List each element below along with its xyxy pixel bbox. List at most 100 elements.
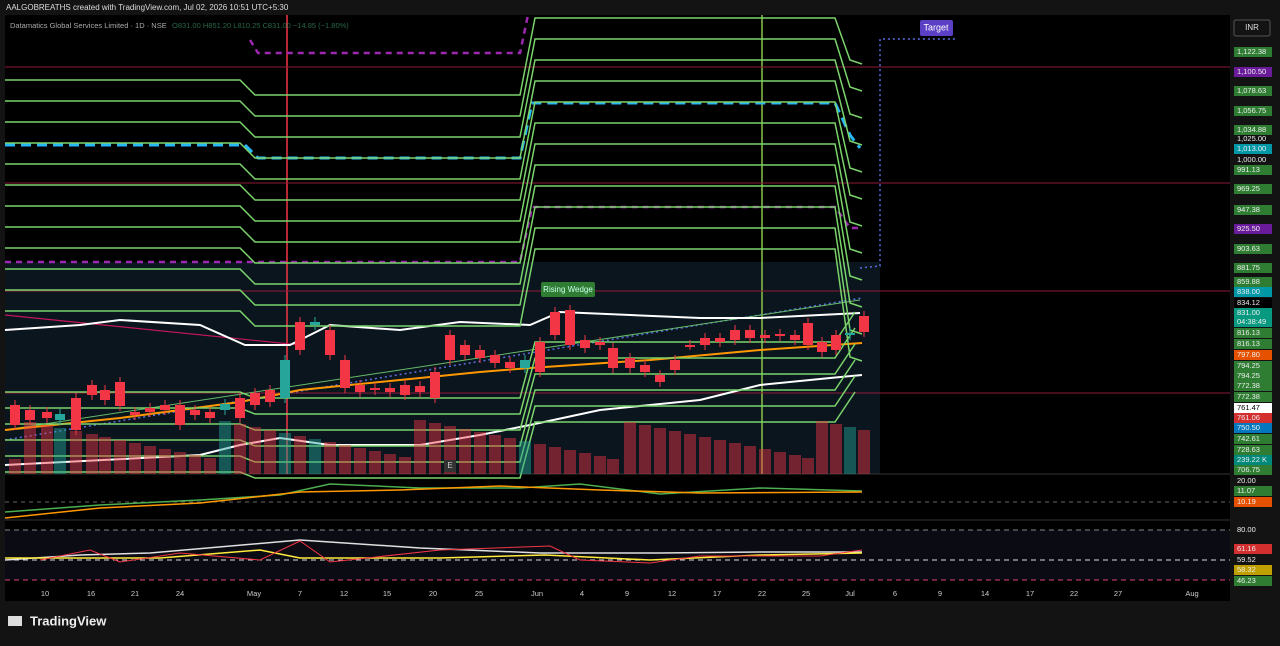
volume-bar	[729, 443, 741, 474]
volume-bar	[279, 433, 291, 474]
volume-bar	[830, 424, 842, 474]
date-label: Jul	[845, 589, 855, 598]
date-label: 17	[1026, 589, 1034, 598]
price-label: 239.22 K	[1237, 455, 1267, 464]
candle-body	[130, 412, 140, 415]
price-label: 838.00	[1237, 287, 1260, 296]
candle-body	[385, 388, 395, 392]
volume-bar	[324, 442, 336, 474]
price-tag	[1234, 317, 1272, 327]
volume-bar	[714, 440, 726, 474]
price-label: 947.38	[1237, 205, 1260, 214]
volume-bar	[534, 444, 546, 474]
candle-body	[580, 340, 590, 348]
price-label: 750.50	[1237, 423, 1260, 432]
earnings-badge	[444, 460, 456, 472]
volume-bar	[459, 429, 471, 474]
volume-bar	[789, 455, 801, 474]
candle-body	[475, 350, 485, 358]
price-tag	[1234, 165, 1272, 175]
date-label: 10	[41, 589, 49, 598]
candle-body	[280, 360, 290, 398]
price-tag	[1234, 381, 1272, 391]
price-label: 11.07	[1237, 486, 1255, 495]
price-tag	[1234, 339, 1272, 349]
price-tag	[1234, 125, 1272, 135]
price-tag	[1234, 361, 1272, 371]
price-tag	[1234, 224, 1272, 234]
date-label: 21	[131, 589, 139, 598]
price-label: 1,078.63	[1237, 86, 1266, 95]
price-tag	[1234, 413, 1272, 423]
candle-body	[490, 355, 500, 363]
step-level	[5, 122, 863, 201]
volume-bar	[144, 446, 156, 474]
price-label: 772.38	[1237, 381, 1260, 390]
volume-bar	[204, 458, 216, 474]
volume-bar	[86, 434, 98, 474]
candle-body	[250, 393, 260, 405]
volume-bar	[607, 459, 619, 474]
price-tag	[1234, 86, 1272, 96]
date-label: 22	[1070, 589, 1078, 598]
candle-body	[845, 333, 855, 335]
date-label: 24	[176, 589, 184, 598]
candle-body	[175, 405, 185, 425]
candle-body	[565, 310, 575, 345]
volume-bar	[744, 446, 756, 474]
price-label: 772.38	[1237, 392, 1260, 401]
volume-bar	[249, 427, 261, 474]
price-tag	[1234, 465, 1272, 475]
volume-bar	[399, 457, 411, 474]
volume-bar	[9, 459, 21, 474]
step-level	[5, 343, 856, 431]
price-label: 925.50	[1237, 224, 1260, 233]
bollinger-lower	[4, 374, 863, 466]
step-level	[5, 227, 863, 335]
price-label: 797.80	[1237, 350, 1260, 359]
logo-icon	[8, 616, 22, 626]
volume-bar	[759, 449, 771, 474]
price-label: 991.13	[1237, 165, 1260, 174]
step-level	[5, 38, 863, 117]
volume-bar	[816, 421, 828, 474]
currency-box[interactable]	[1233, 19, 1271, 37]
price-tag	[1234, 544, 1272, 554]
candle-body	[505, 362, 515, 368]
date-label: 15	[383, 589, 391, 598]
candle-body	[760, 335, 770, 338]
price-tag	[1234, 350, 1272, 360]
volume-bar	[159, 449, 171, 474]
candle-body	[220, 404, 230, 410]
price-label: 04:38:49	[1237, 317, 1266, 326]
date-label: 9	[625, 589, 629, 598]
candle-body	[160, 405, 170, 410]
step-level	[5, 391, 856, 479]
candle-body	[803, 323, 813, 345]
candle-body	[445, 335, 455, 360]
candle-body	[25, 410, 35, 420]
date-label: 6	[893, 589, 897, 598]
candle-body	[325, 330, 335, 355]
volume-bar	[189, 455, 201, 474]
currency[interactable]: INR	[1245, 23, 1259, 32]
price-label: 61.16	[1237, 544, 1256, 553]
candle-body	[265, 390, 275, 402]
candle-body	[608, 348, 618, 368]
volume-bar	[844, 427, 856, 474]
symbol: Datamatics Global Services Limited · 1D …	[10, 21, 167, 30]
trend-line	[4, 314, 301, 346]
zone	[5, 262, 880, 474]
candle-body	[859, 316, 869, 332]
volume-bar	[339, 445, 351, 474]
date-label: 16	[87, 589, 95, 598]
volume-bar	[24, 422, 36, 474]
candle-body	[340, 360, 350, 388]
ohlc: O831.00 H851.20 L810.25 C831.00 −14.85 (…	[172, 21, 349, 30]
volume-bar	[504, 438, 516, 474]
price-tag	[1234, 263, 1272, 273]
candle-body	[817, 342, 827, 352]
volume-bar	[624, 422, 636, 474]
price-tag	[1234, 106, 1272, 116]
pattern-label: Rising Wedge	[543, 285, 593, 294]
